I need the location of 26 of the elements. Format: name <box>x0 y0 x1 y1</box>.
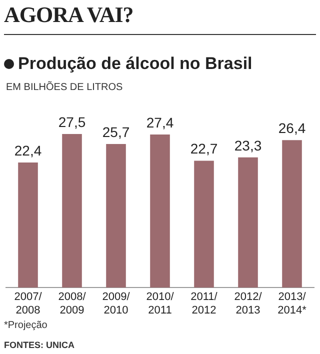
chart-subtitle: Produção de álcool no Brasil <box>18 54 252 73</box>
text: FONTES: UNICA <box>4 340 74 350</box>
chart-title: AGORA VAI? <box>4 2 134 28</box>
x-tick-label: 2013/2014* <box>278 291 308 316</box>
x-tick-label: 2008/2009 <box>58 291 87 316</box>
data-label: 27,5 <box>58 114 86 130</box>
data-label: 27,4 <box>146 114 174 130</box>
bar <box>282 140 302 288</box>
x-tick-label: 2011/2012 <box>190 291 218 316</box>
data-label: 26,4 <box>278 120 306 136</box>
x-tick-label: 2010/2011 <box>146 291 175 316</box>
text: *Projeção <box>4 320 48 331</box>
x-tick-label: 2009/2010 <box>102 291 131 316</box>
bar <box>150 134 170 288</box>
x-tick-label: 2007/2008 <box>14 291 43 316</box>
data-label: 22,4 <box>14 142 42 158</box>
bar <box>238 157 258 288</box>
x-tick-label: 2012/2013 <box>234 291 263 316</box>
bar <box>18 162 38 288</box>
data-label: 25,7 <box>102 124 130 140</box>
data-label: 23,3 <box>234 137 262 154</box>
bar <box>62 134 82 288</box>
bar <box>106 144 126 288</box>
data-label: 22,7 <box>190 140 218 157</box>
bar <box>194 160 214 288</box>
y-axis-title: EM BILHÕES DE LITROS <box>6 82 123 93</box>
